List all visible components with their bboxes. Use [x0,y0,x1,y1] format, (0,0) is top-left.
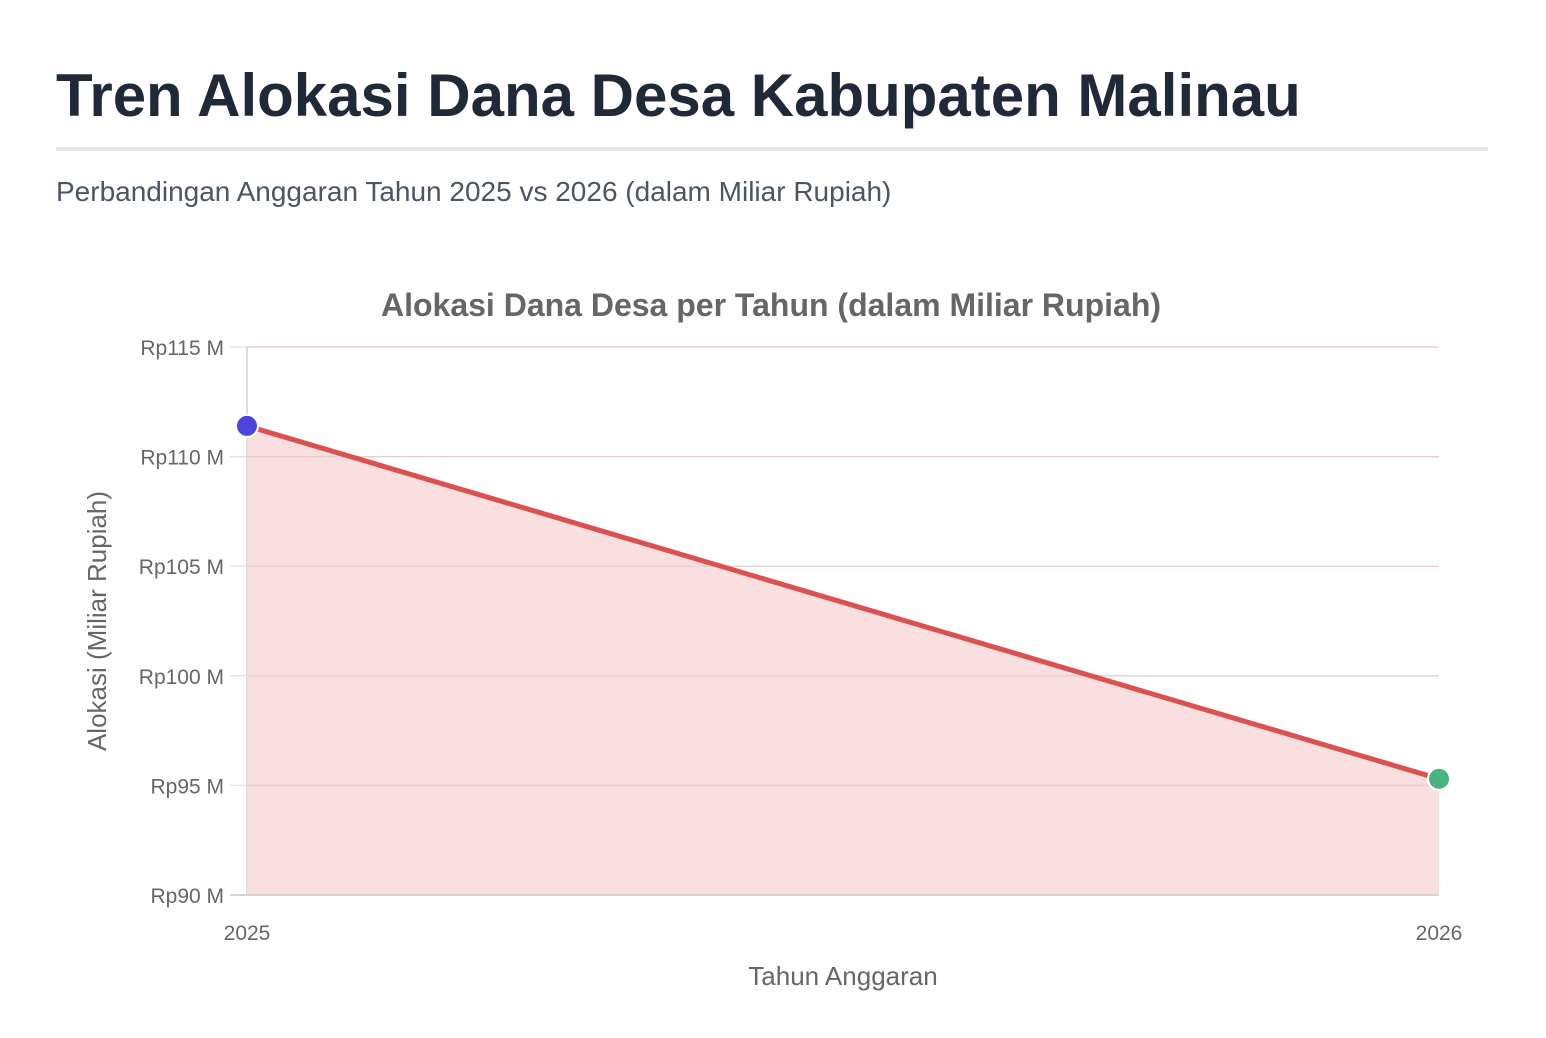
data-point-2026[interactable] [1427,766,1451,791]
y-tick-label: Rp100 M [139,666,224,689]
y-tick-label: Rp105 M [139,556,224,579]
data-points [235,413,1451,791]
x-axis-title: Tahun Anggaran [748,961,937,991]
page-title: Tren Alokasi Dana Desa Kabupaten Malinau [56,62,1301,129]
chart-title: Alokasi Dana Desa per Tahun (dalam Milia… [381,287,1161,323]
y-grid-lines-overlay [247,346,1439,787]
y-tick-label: Rp110 M [140,447,224,470]
y-tick-label: Rp115 M [140,337,224,360]
series-line [246,423,1440,782]
x-tick-label: 2026 [1416,922,1463,945]
title-divider [56,147,1488,151]
y-tick-labels: Rp90 M Rp95 M Rp100 M Rp105 M Rp110 M Rp115 M [139,337,224,908]
area-fill [247,425,1439,895]
x-tick-label: 2025 [224,922,271,945]
x-tick-labels: 2025 2026 [224,922,1463,945]
y-tick-label: Rp90 M [150,885,224,908]
data-point-2025[interactable] [235,413,259,438]
y-axis-title: Alokasi (Miliar Rupiah) [82,491,112,751]
y-tick-label: Rp95 M [150,775,224,798]
page-subtitle: Perbandingan Anggaran Tahun 2025 vs 2026… [56,176,892,207]
